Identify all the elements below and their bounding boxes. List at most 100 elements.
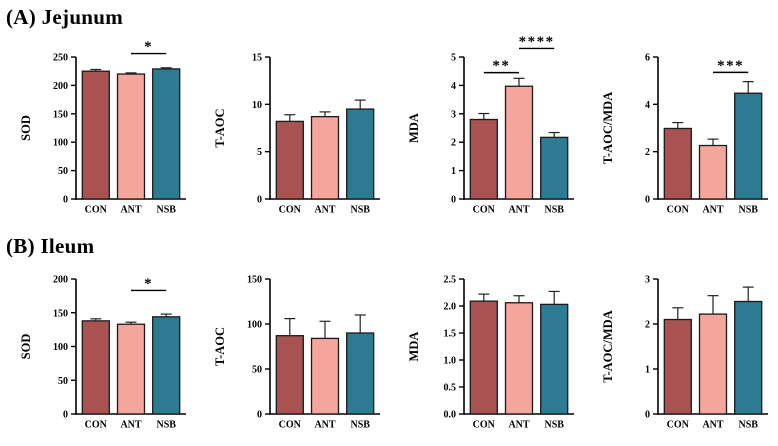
- bar-ANT: [698, 313, 728, 415]
- y-tick-label: 4: [451, 81, 456, 92]
- y-tick-label: 0.5: [444, 383, 457, 394]
- y-axis-label: T-AOC/MDA: [601, 310, 615, 382]
- y-tick-label: 0: [63, 195, 68, 206]
- category-label: CON: [85, 205, 108, 216]
- y-axis-label: MDA: [407, 113, 421, 143]
- chart-jejunum-taoc: T-AOC 0 5 10 15 CON ANT NSB: [213, 53, 380, 216]
- significance-label: ***: [717, 58, 744, 74]
- y-axis-label: T-AOC/MDA: [601, 92, 615, 164]
- y-tick-label: 5: [451, 53, 456, 64]
- bar-ANT: [116, 73, 146, 200]
- y-tick-label: 150: [53, 109, 68, 120]
- significance-label: *: [144, 276, 153, 292]
- y-tick-label: 1.5: [444, 329, 457, 340]
- bar-NSB: [540, 303, 569, 415]
- category-label: NSB: [738, 420, 758, 431]
- y-tick-label: 3: [451, 109, 456, 120]
- category-label: CON: [473, 420, 496, 431]
- y-tick-label: 150: [247, 275, 262, 286]
- category-label: ANT: [508, 420, 529, 431]
- category-label: CON: [667, 205, 690, 216]
- bar-NSB: [734, 92, 763, 200]
- category-label: CON: [279, 420, 302, 431]
- category-label: ANT: [314, 420, 335, 431]
- y-tick-label: 10: [252, 100, 262, 111]
- category-label: NSB: [350, 420, 370, 431]
- y-tick-label: 2.0: [444, 302, 457, 313]
- bar-NSB: [540, 136, 569, 200]
- y-tick-label: 50: [58, 166, 68, 177]
- y-tick-label: 250: [53, 53, 68, 64]
- category-label: ANT: [702, 205, 723, 216]
- category-label: ANT: [314, 205, 335, 216]
- bar-NSB: [734, 300, 763, 415]
- y-tick-label: 4: [645, 100, 650, 111]
- y-tick-label: 6: [645, 53, 650, 64]
- y-tick-label: 0: [645, 195, 650, 206]
- category-label: CON: [473, 205, 496, 216]
- chart-ileum-sod: SOD 0 50 100 150 200 CON ANT NSB *: [19, 275, 186, 431]
- y-tick-label: 150: [53, 308, 68, 319]
- y-tick-label: 0: [451, 195, 456, 206]
- y-tick-label: 2: [645, 147, 650, 158]
- y-axis-label: SOD: [19, 115, 33, 141]
- bar-CON: [275, 335, 304, 415]
- y-tick-label: 0: [257, 410, 262, 421]
- ileum-charts-row: SOD 0 50 100 150 200 CON ANT NSB * T-AOC 0 50 100 150…: [0, 261, 778, 446]
- category-label: NSB: [156, 420, 176, 431]
- bar-CON: [81, 320, 110, 415]
- category-label: NSB: [350, 205, 370, 216]
- y-tick-label: 3: [645, 275, 650, 286]
- y-tick-label: 2: [645, 320, 650, 331]
- chart-ileum-taoc-mda-ratio: T-AOC/MDA 0 1 2 3 CON ANT NSB: [601, 275, 768, 431]
- chart-jejunum-taoc-mda-ratio: T-AOC/MDA 0 2 4 6 CON ANT NSB ***: [601, 53, 768, 216]
- y-tick-label: 100: [53, 342, 68, 353]
- category-label: CON: [279, 205, 302, 216]
- significance-label: *: [144, 39, 153, 55]
- y-axis-label: T-AOC: [213, 327, 227, 366]
- bar-NSB: [152, 68, 181, 200]
- y-tick-label: 5: [257, 147, 262, 158]
- category-label: NSB: [544, 205, 564, 216]
- jejunum-charts-row: SOD 0 50 100 150 200 250 CON ANT NSB * T-AOC 0 5 10 15…: [0, 31, 778, 231]
- y-tick-label: 0: [645, 410, 650, 421]
- category-label: NSB: [738, 205, 758, 216]
- category-label: NSB: [544, 420, 564, 431]
- bar-ANT: [310, 115, 340, 200]
- significance-label: **: [492, 58, 510, 74]
- y-tick-label: 2.5: [444, 275, 457, 286]
- bar-CON: [663, 318, 692, 415]
- bar-CON: [663, 127, 692, 200]
- bar-NSB: [152, 316, 181, 415]
- panel-b-heading: (B) Ileum: [6, 234, 95, 258]
- y-tick-label: 2: [451, 138, 456, 149]
- chart-ileum-taoc: T-AOC 0 50 100 150 CON ANT NSB: [213, 275, 380, 431]
- y-tick-label: 1: [645, 365, 650, 376]
- y-tick-label: 0: [257, 195, 262, 206]
- category-label: CON: [667, 420, 690, 431]
- y-tick-label: 100: [53, 138, 68, 149]
- significance-label: ****: [519, 34, 555, 50]
- bar-CON: [469, 300, 498, 415]
- y-axis-label: SOD: [19, 334, 33, 360]
- category-label: ANT: [702, 420, 723, 431]
- y-axis-label: T-AOC: [213, 108, 227, 147]
- bar-ANT: [504, 302, 534, 415]
- bar-CON: [81, 70, 110, 200]
- bar-NSB: [346, 108, 375, 200]
- y-tick-label: 200: [53, 275, 68, 286]
- y-axis-label: MDA: [407, 332, 421, 362]
- category-label: NSB: [156, 205, 176, 216]
- panel-a-heading: (A) Jejunum: [6, 5, 124, 29]
- y-tick-label: 50: [58, 376, 68, 387]
- chart-jejunum-sod: SOD 0 50 100 150 200 250 CON ANT NSB *: [19, 39, 186, 216]
- category-label: CON: [85, 420, 108, 431]
- category-label: ANT: [120, 420, 141, 431]
- bar-NSB: [346, 332, 375, 415]
- category-label: ANT: [508, 205, 529, 216]
- bar-ANT: [698, 144, 728, 200]
- y-tick-label: 1.0: [444, 356, 457, 367]
- y-tick-label: 0: [63, 410, 68, 421]
- y-tick-label: 200: [53, 81, 68, 92]
